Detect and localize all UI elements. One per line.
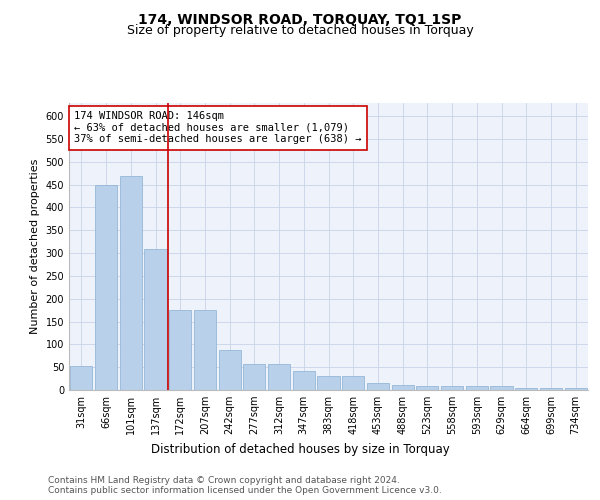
Bar xyxy=(293,371,315,390)
Bar xyxy=(416,386,439,390)
Bar xyxy=(70,366,92,390)
Bar xyxy=(317,376,340,390)
Bar xyxy=(392,386,414,390)
Text: 174 WINDSOR ROAD: 146sqm
← 63% of detached houses are smaller (1,079)
37% of sem: 174 WINDSOR ROAD: 146sqm ← 63% of detach… xyxy=(74,111,362,144)
Y-axis label: Number of detached properties: Number of detached properties xyxy=(30,158,40,334)
Text: Contains HM Land Registry data © Crown copyright and database right 2024.
Contai: Contains HM Land Registry data © Crown c… xyxy=(48,476,442,495)
Bar xyxy=(540,388,562,390)
Bar xyxy=(268,364,290,390)
Bar xyxy=(95,184,117,390)
Bar xyxy=(515,388,538,390)
Text: Size of property relative to detached houses in Torquay: Size of property relative to detached ho… xyxy=(127,24,473,37)
Bar xyxy=(145,248,167,390)
Text: Distribution of detached houses by size in Torquay: Distribution of detached houses by size … xyxy=(151,442,449,456)
Bar xyxy=(243,364,265,390)
Bar xyxy=(169,310,191,390)
Bar xyxy=(194,310,216,390)
Bar xyxy=(565,388,587,390)
Text: 174, WINDSOR ROAD, TORQUAY, TQ1 1SP: 174, WINDSOR ROAD, TORQUAY, TQ1 1SP xyxy=(139,12,461,26)
Bar xyxy=(342,376,364,390)
Bar xyxy=(367,383,389,390)
Bar xyxy=(218,350,241,390)
Bar xyxy=(441,386,463,390)
Bar xyxy=(490,386,512,390)
Bar xyxy=(466,386,488,390)
Bar xyxy=(119,176,142,390)
